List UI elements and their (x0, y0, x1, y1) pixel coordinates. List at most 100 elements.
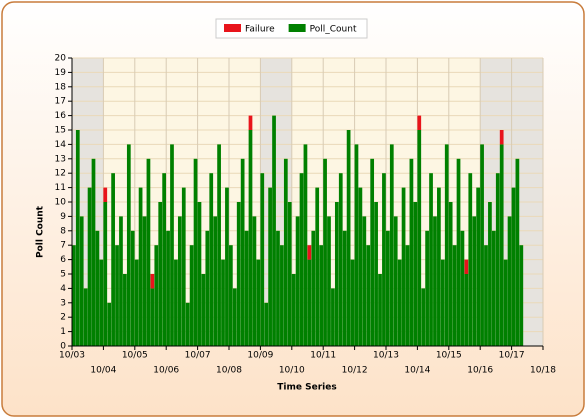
bar (346, 130, 351, 346)
x-tick-label: 10/15 (436, 351, 462, 361)
bar (287, 202, 292, 346)
bar (393, 216, 398, 346)
x-tick-label: 10/13 (373, 351, 399, 361)
bar (111, 173, 115, 346)
y-tick-label: 1 (60, 327, 66, 337)
bar (389, 144, 394, 346)
bar (386, 230, 390, 346)
bar (468, 173, 473, 346)
y-tick-label: 17 (55, 97, 66, 107)
bar (315, 187, 320, 346)
x-tick-label: 10/09 (247, 351, 273, 361)
bar (103, 202, 108, 346)
bar (413, 202, 418, 346)
bar (123, 274, 127, 346)
bar (72, 245, 76, 346)
bar (295, 216, 300, 346)
bar (511, 187, 516, 346)
x-tick-label: 10/18 (530, 366, 556, 376)
bar (331, 288, 335, 346)
bar (181, 187, 186, 346)
x-tick-label: 10/06 (153, 366, 179, 376)
y-tick-label: 10 (55, 198, 67, 208)
bar (499, 144, 504, 346)
bar (444, 144, 449, 346)
y-tick-label: 6 (60, 255, 66, 265)
x-tick-label: 10/11 (310, 351, 336, 361)
bar (480, 144, 484, 346)
bar (221, 259, 225, 346)
bar (236, 202, 241, 346)
bar (405, 245, 410, 346)
bar (209, 173, 214, 346)
bar (244, 230, 249, 346)
bar (452, 245, 457, 346)
bar (291, 274, 296, 346)
bar (495, 173, 500, 346)
x-tick-label: 10/03 (59, 351, 85, 361)
bar (91, 158, 96, 346)
bar (87, 187, 92, 346)
bar (507, 216, 512, 346)
bar (503, 259, 508, 346)
bar (319, 245, 324, 346)
bar (460, 230, 465, 346)
bar (374, 202, 378, 346)
bar (217, 144, 221, 346)
bar (138, 187, 143, 346)
bar (417, 130, 422, 346)
bar (83, 288, 88, 346)
bar (248, 115, 253, 130)
bar (425, 230, 429, 346)
y-tick-label: 2 (60, 313, 66, 323)
bar (299, 173, 304, 346)
bar (142, 216, 147, 346)
bar (268, 187, 272, 346)
x-tick-label: 10/05 (122, 351, 148, 361)
bar (205, 230, 210, 346)
bar (484, 245, 488, 346)
x-tick-label: 10/17 (499, 351, 525, 361)
x-tick-label: 10/10 (279, 366, 305, 376)
y-axis-title: Poll Count (36, 205, 46, 258)
y-tick-label: 12 (55, 169, 66, 179)
bar (417, 115, 422, 130)
legend-swatch (224, 24, 241, 32)
bar (433, 216, 437, 346)
bar (248, 130, 253, 346)
bar (229, 245, 233, 346)
bar (170, 144, 174, 346)
bar (103, 187, 108, 202)
y-tick-label: 3 (60, 298, 66, 308)
bar (174, 259, 178, 346)
bar (283, 158, 288, 346)
bar (397, 259, 402, 346)
bar (362, 216, 367, 346)
bar (232, 288, 237, 346)
bar (185, 302, 190, 346)
bar (476, 187, 481, 346)
bar (280, 245, 284, 346)
bar (334, 202, 339, 346)
bar (366, 245, 371, 346)
bar (130, 230, 135, 346)
bar (378, 274, 382, 346)
bar (260, 173, 265, 346)
bar (225, 187, 229, 346)
bar (177, 216, 182, 346)
bar (264, 302, 269, 346)
x-axis-title: Time Series (277, 383, 336, 393)
bar (429, 173, 433, 346)
y-tick-label: 18 (55, 82, 67, 92)
y-tick-label: 15 (55, 126, 66, 136)
bar (342, 230, 347, 346)
bar (338, 173, 343, 346)
y-tick-label: 4 (60, 284, 66, 294)
bar (197, 202, 202, 346)
x-tick-label: 10/14 (404, 366, 430, 376)
bar (119, 216, 123, 346)
y-tick-label: 7 (60, 241, 66, 251)
y-tick-label: 14 (55, 140, 67, 150)
bar (307, 259, 312, 346)
